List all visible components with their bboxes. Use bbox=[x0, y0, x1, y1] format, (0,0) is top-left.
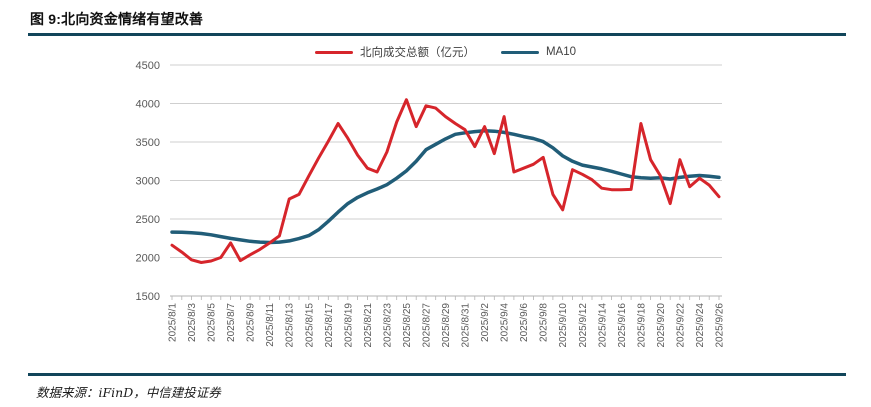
x-axis-date-label: 2025/8/29 bbox=[441, 303, 452, 348]
y-axis-tick-label: 1500 bbox=[136, 291, 160, 303]
x-axis-date-label: 2025/8/17 bbox=[324, 303, 335, 348]
y-axis-tick-label: 2000 bbox=[136, 252, 160, 264]
figure-title: 图 9:北向资金情绪有望改善 bbox=[30, 11, 204, 27]
x-axis-date-label: 2025/8/21 bbox=[363, 303, 374, 348]
y-axis-tick-label: 3500 bbox=[136, 137, 160, 149]
x-axis-date-label: 2025/8/9 bbox=[246, 303, 257, 342]
x-axis-date-label: 2025/8/11 bbox=[265, 303, 276, 347]
y-axis-tick-label: 4000 bbox=[136, 98, 160, 110]
chart-legend: 北向成交总额（亿元） MA10 bbox=[172, 44, 719, 60]
y-axis-tick-label: 2500 bbox=[136, 214, 160, 226]
x-axis-date-label: 2025/8/1 bbox=[168, 303, 179, 342]
x-axis-date-label: 2025/8/31 bbox=[461, 303, 472, 348]
x-axis-date-label: 2025/8/15 bbox=[304, 303, 315, 348]
x-axis-date-label: 2025/9/16 bbox=[617, 303, 628, 348]
x-axis-date-label: 2025/9/6 bbox=[519, 303, 530, 342]
x-axis-date-label: 2025/8/27 bbox=[422, 303, 433, 348]
x-axis-date-label: 2025/9/22 bbox=[675, 303, 686, 348]
x-axis-date-label: 2025/9/14 bbox=[597, 303, 608, 348]
x-axis-date-label: 2025/9/20 bbox=[656, 303, 667, 348]
source-text: 数据来源：iFinD，中信建投证券 bbox=[36, 385, 221, 400]
legend-label-ma10: MA10 bbox=[545, 46, 577, 58]
x-axis-date-label: 2025/8/13 bbox=[285, 303, 296, 348]
x-axis-date-label: 2025/8/5 bbox=[207, 303, 218, 342]
title-divider bbox=[28, 33, 846, 36]
x-axis-date-label: 2025/9/10 bbox=[558, 303, 569, 348]
legend-item-volume: 北向成交总额（亿元） bbox=[314, 44, 475, 60]
series-line-northbound-volume bbox=[170, 98, 721, 264]
x-axis-date-label: 2025/8/7 bbox=[226, 303, 237, 342]
legend-swatch-volume-line bbox=[314, 50, 353, 54]
x-axis-date-label: 2025/9/24 bbox=[695, 303, 706, 348]
legend-swatch-ma10-line bbox=[500, 50, 539, 54]
x-axis-date-label: 2025/9/12 bbox=[578, 303, 589, 348]
x-axis-date-label: 2025/8/19 bbox=[343, 303, 354, 348]
legend-item-ma10: MA10 bbox=[500, 46, 577, 58]
x-axis-date-label: 2025/9/2 bbox=[480, 303, 491, 342]
y-axis-tick-label: 3000 bbox=[136, 175, 160, 187]
x-axis-date-label: 2025/9/18 bbox=[636, 303, 647, 348]
legend-label-volume: 北向成交总额（亿元） bbox=[359, 47, 475, 59]
x-axis-date-label: 2025/9/26 bbox=[715, 303, 726, 348]
source-divider bbox=[28, 373, 846, 376]
series-line-ma10 bbox=[170, 129, 721, 245]
x-axis-date-label: 2025/9/4 bbox=[500, 303, 511, 342]
x-axis-date-label: 2025/8/25 bbox=[402, 303, 413, 348]
y-axis-tick-label: 4500 bbox=[136, 60, 160, 72]
x-axis-date-label: 2025/9/8 bbox=[539, 303, 550, 342]
x-axis-date-label: 2025/8/23 bbox=[382, 303, 393, 348]
x-axis-date-label: 2025/8/3 bbox=[187, 303, 198, 342]
